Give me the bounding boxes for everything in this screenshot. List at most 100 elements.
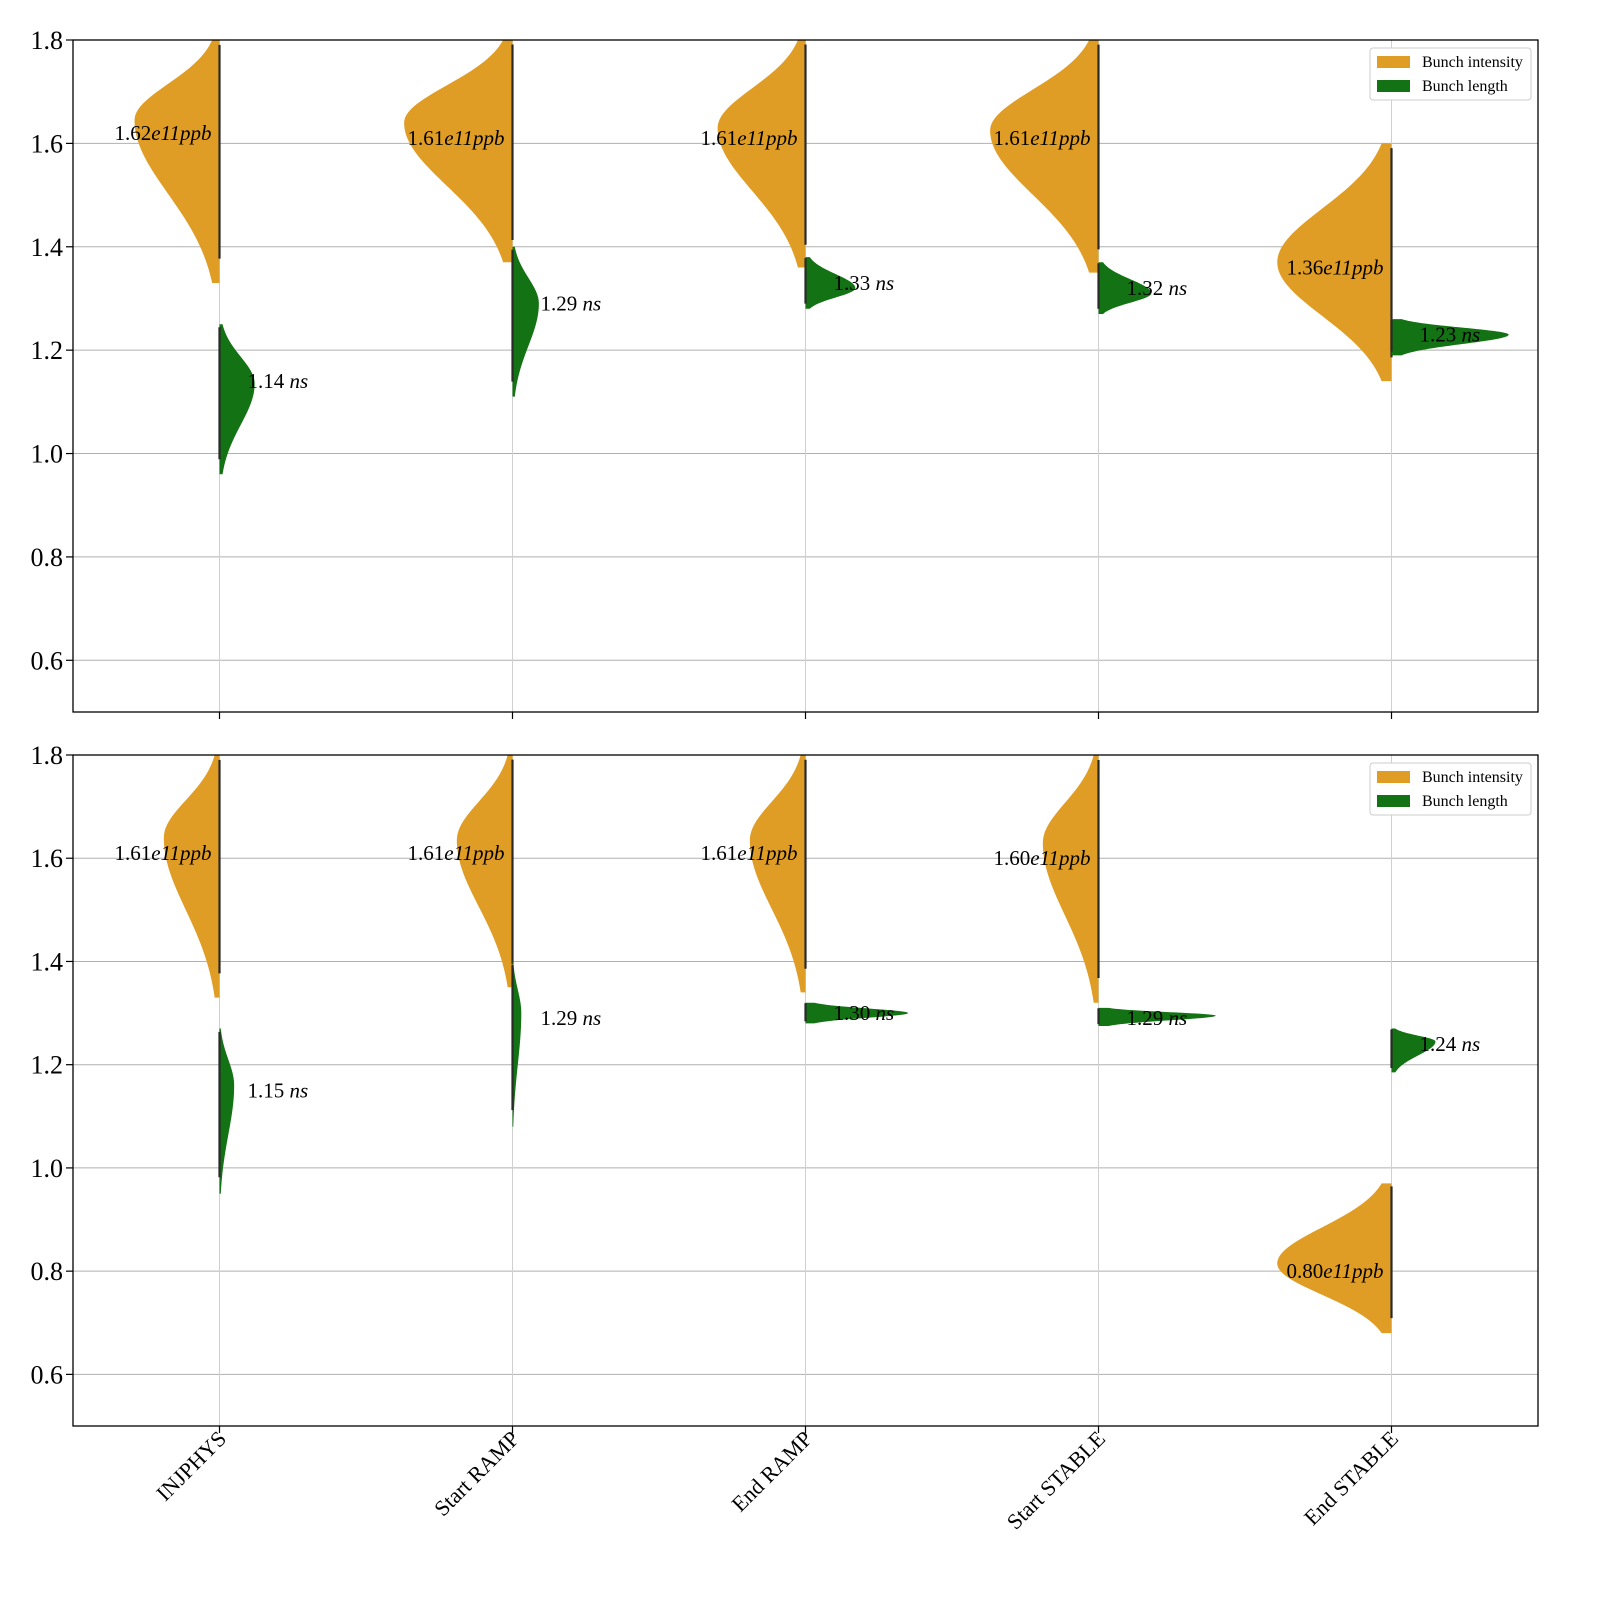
median-value: 1.61 [700, 841, 737, 865]
intensity-median-label: 1.62e11ppb [114, 121, 211, 145]
length-median-label: 1.29 ns [541, 292, 602, 316]
intensity-violin-3 [717, 40, 806, 268]
length-violin-3 [805, 257, 856, 309]
legend-box [1369, 47, 1532, 101]
legend-label-intensity: Bunch intensity [1422, 54, 1523, 71]
median-value: 1.61 [114, 841, 151, 865]
median-exponent: e11 [737, 126, 766, 150]
y-tick-label: 1.6 [31, 844, 64, 873]
median-value: 1.23 [1420, 323, 1462, 347]
median-unit: ns [1462, 1032, 1481, 1056]
length-median-label: 1.23 ns [1420, 323, 1481, 347]
length-median-label: 1.29 ns [1127, 1006, 1188, 1030]
intensity-median-label: 1.36e11ppb [1286, 255, 1383, 279]
y-tick-label: 1.0 [31, 1154, 64, 1183]
intensity-median-label: 1.61e11ppb [114, 841, 211, 865]
median-exponent: e11 [1323, 255, 1352, 279]
median-unit: ns [290, 369, 309, 393]
length-violin-2 [512, 961, 522, 1127]
median-value: 1.61 [993, 126, 1030, 150]
length-violin-1 [219, 1028, 235, 1194]
length-median-label: 1.15 ns [248, 1079, 309, 1103]
median-unit: ns [1462, 323, 1481, 347]
intensity-violin-2 [456, 755, 513, 988]
intensity-violin-5 [1277, 143, 1392, 382]
median-exponent: e11 [444, 126, 473, 150]
length-violin-5 [1391, 1028, 1436, 1073]
median-exponent: e11 [737, 841, 766, 865]
length-median-label: 1.29 ns [541, 1006, 602, 1030]
median-unit: ppb [1057, 126, 1091, 150]
intensity-median-label: 1.61e11ppb [993, 126, 1090, 150]
y-tick-label: 1.0 [31, 440, 64, 469]
median-unit: ns [1169, 1006, 1188, 1030]
length-median-label: 1.32 ns [1127, 276, 1188, 300]
intensity-violin-4 [1042, 755, 1099, 1003]
length-violin-3 [805, 1002, 909, 1024]
length-median-label: 1.24 ns [1420, 1032, 1481, 1056]
median-value: 1.14 [248, 369, 290, 393]
y-tick-label: 1.4 [31, 233, 64, 262]
median-unit: ns [583, 1006, 602, 1030]
median-exponent: e11 [1030, 846, 1059, 870]
median-value: 1.33 [834, 271, 876, 295]
median-unit: ppb [178, 841, 212, 865]
length-violin-2 [512, 246, 539, 397]
median-value: 1.60 [993, 846, 1030, 870]
intensity-violin-1 [134, 40, 220, 283]
median-value: 1.29 [1127, 1006, 1169, 1030]
length-median-label: 1.30 ns [834, 1001, 895, 1025]
median-value: 1.24 [1420, 1032, 1462, 1056]
median-unit: ppb [764, 126, 798, 150]
length-median-label: 1.33 ns [834, 271, 895, 295]
median-value: 1.30 [834, 1001, 876, 1025]
median-unit: ppb [1350, 1259, 1384, 1283]
median-unit: ns [583, 292, 602, 316]
legend-box [1369, 762, 1532, 816]
median-value: 1.29 [541, 292, 583, 316]
legend: Bunch intensity Bunch length [1369, 47, 1532, 101]
median-unit: ppb [471, 841, 505, 865]
y-tick-label: 0.6 [31, 1360, 64, 1389]
legend-label-intensity: Bunch intensity [1422, 769, 1523, 786]
legend-label-length: Bunch length [1422, 793, 1508, 810]
y-tick-label: 0.6 [31, 646, 64, 675]
intensity-median-label: 1.61e11ppb [700, 841, 797, 865]
median-unit: ppb [471, 126, 505, 150]
intensity-violin-4 [990, 40, 1099, 273]
median-unit: ppb [764, 841, 798, 865]
length-violin-4 [1098, 262, 1152, 314]
median-value: 1.61 [407, 841, 444, 865]
legend-swatch-intensity [1377, 771, 1410, 783]
intensity-median-label: 0.80e11ppb [1286, 1259, 1383, 1283]
median-value: 1.15 [248, 1079, 290, 1103]
median-value: 1.62 [114, 121, 151, 145]
length-violin-1 [219, 324, 255, 475]
y-tick-label: 1.8 [31, 741, 64, 770]
legend-label-length: Bunch length [1422, 78, 1508, 95]
median-exponent: e11 [1030, 126, 1059, 150]
median-unit: ppb [1057, 846, 1091, 870]
intensity-median-label: 1.61e11ppb [700, 126, 797, 150]
y-tick-label: 1.2 [31, 1051, 64, 1080]
y-tick-label: 1.8 [31, 26, 64, 55]
top-panel: 0.60.81.01.21.41.61.81.62e11ppb 1.61e11pp… [31, 26, 1539, 719]
bottom-panel: 0.60.81.01.21.41.61.81.61e11ppb 1.61e11pp… [31, 741, 1539, 1433]
intensity-median-label: 1.60e11ppb [993, 846, 1090, 870]
median-unit: ns [876, 271, 895, 295]
median-value: 1.32 [1127, 276, 1169, 300]
median-exponent: e11 [151, 121, 180, 145]
y-tick-label: 1.4 [31, 947, 64, 976]
median-unit: ns [1169, 276, 1188, 300]
intensity-violin-2 [404, 40, 513, 263]
intensity-median-label: 1.61e11ppb [407, 126, 504, 150]
median-exponent: e11 [444, 841, 473, 865]
median-unit: ns [876, 1001, 895, 1025]
median-unit: ppb [178, 121, 212, 145]
y-tick-label: 1.2 [31, 336, 64, 365]
median-value: 1.36 [1286, 255, 1323, 279]
y-tick-label: 0.8 [31, 543, 64, 572]
median-value: 1.61 [407, 126, 444, 150]
y-tick-label: 1.6 [31, 129, 64, 158]
